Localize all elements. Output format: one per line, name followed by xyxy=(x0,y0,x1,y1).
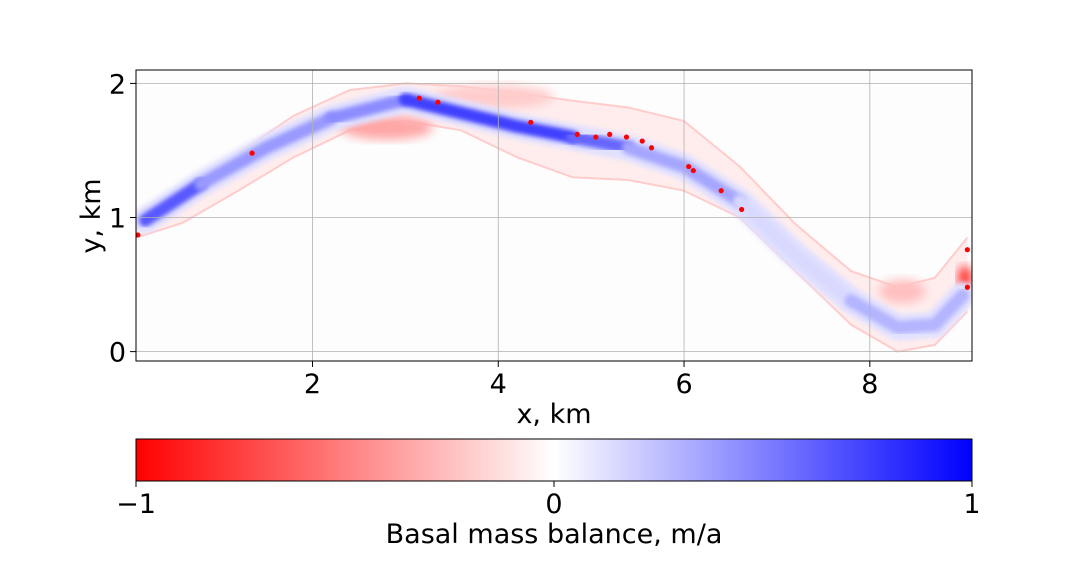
colorbar-tick-label: 0 xyxy=(545,489,562,520)
freeze-spot xyxy=(607,131,613,137)
melt-region xyxy=(138,177,208,227)
freeze-spot xyxy=(574,131,580,137)
x-tick-label: 6 xyxy=(675,369,692,400)
freeze-spot xyxy=(416,95,422,101)
x-tick-label: 8 xyxy=(861,369,878,400)
freeze-spot xyxy=(639,138,645,144)
freeze-spot xyxy=(739,206,745,213)
freeze-spot xyxy=(964,284,970,290)
freeze-spot xyxy=(136,232,141,238)
freeze-spot xyxy=(528,119,534,125)
melt-region xyxy=(733,194,858,308)
colorbar-ticks: −1 0 1 xyxy=(116,481,981,520)
domain-edge-upper xyxy=(136,82,969,289)
y-tick-label: 1 xyxy=(109,204,126,235)
colorbar-label: Basal mass balance, m/a xyxy=(386,519,723,550)
y-tick-label: 0 xyxy=(109,338,126,369)
melt-region xyxy=(194,111,338,191)
melt-region xyxy=(398,93,580,144)
freeze-spot xyxy=(593,134,599,140)
colorbar-tick-label: −1 xyxy=(116,489,156,520)
colorbar-tick-label: 1 xyxy=(963,489,980,520)
heatmap xyxy=(136,82,972,353)
x-axis-ticks: 2 4 6 8 xyxy=(304,361,878,400)
x-axis-label: x, km xyxy=(516,399,591,430)
freeze-spot xyxy=(690,167,696,174)
freeze-region xyxy=(879,279,926,304)
y-axis-label: y, km xyxy=(76,178,107,253)
freeze-spot xyxy=(435,99,441,105)
y-tick-label: 2 xyxy=(109,69,126,100)
freeze-spot xyxy=(623,134,630,140)
grid xyxy=(136,70,972,361)
freeze-spot xyxy=(964,247,970,253)
freeze-spot xyxy=(249,150,255,156)
plot-frame xyxy=(135,69,973,362)
x-tick-label: 2 xyxy=(304,369,321,400)
melt-region xyxy=(566,130,635,155)
freeze-spot xyxy=(648,145,655,151)
domain-edge-lower xyxy=(136,119,969,353)
freeze-spot xyxy=(686,163,692,170)
melt-region xyxy=(324,93,412,125)
y-axis-ticks: 0 1 2 xyxy=(109,69,136,369)
colorbar xyxy=(135,438,973,482)
x-tick-label: 4 xyxy=(490,369,507,400)
freeze-spot xyxy=(718,188,724,194)
melt-region xyxy=(844,288,970,334)
